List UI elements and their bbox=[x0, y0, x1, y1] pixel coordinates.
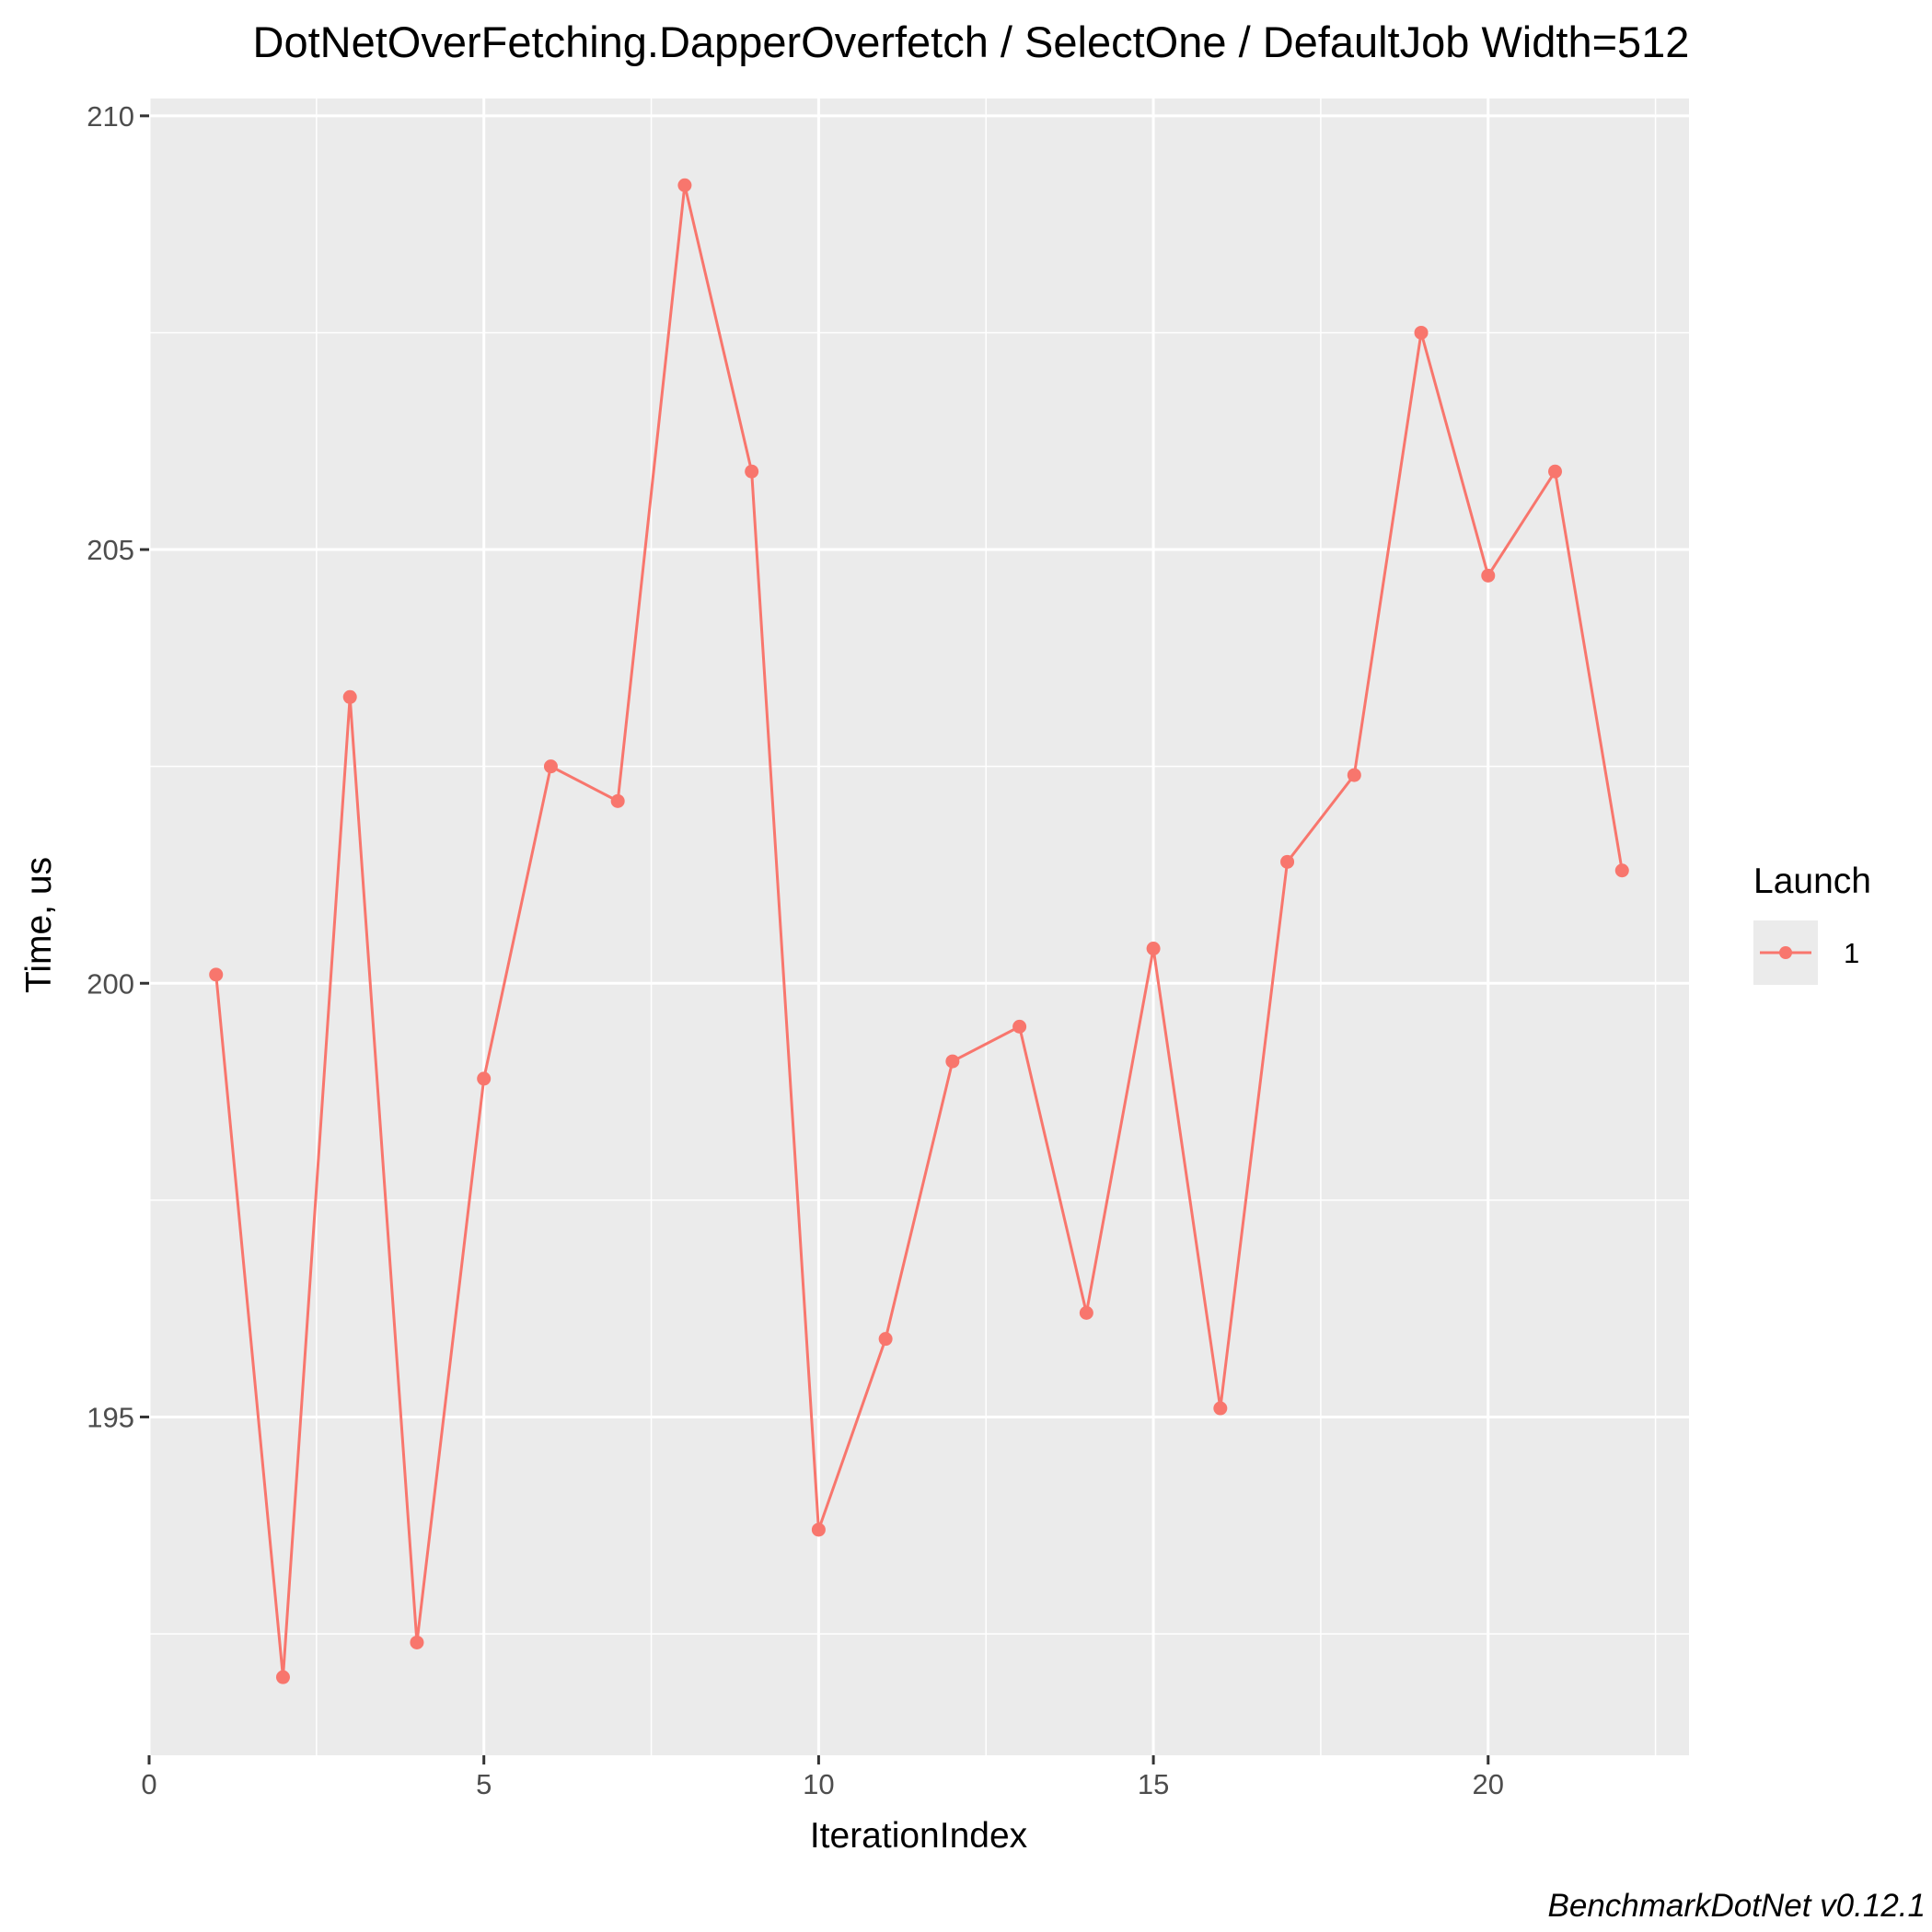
legend-label-1: 1 bbox=[1844, 937, 1859, 969]
x-tick-label: 15 bbox=[1138, 1768, 1169, 1800]
y-tick-label: 195 bbox=[87, 1401, 134, 1433]
data-point bbox=[543, 759, 558, 774]
data-point bbox=[477, 1071, 492, 1086]
y-tick-label: 205 bbox=[87, 534, 134, 566]
data-point bbox=[945, 1054, 960, 1069]
x-tick-label: 5 bbox=[476, 1768, 492, 1800]
x-tick-label: 0 bbox=[141, 1768, 156, 1800]
data-point bbox=[1079, 1305, 1093, 1320]
data-point bbox=[1146, 942, 1161, 956]
data-point bbox=[410, 1635, 424, 1649]
data-point bbox=[1213, 1401, 1228, 1416]
x-tick-label: 20 bbox=[1473, 1768, 1504, 1800]
series-line-1 bbox=[214, 184, 1624, 1678]
chart-caption: BenchmarkDotNet v0.12.1 bbox=[1548, 1888, 1926, 1924]
x-tick-label: 10 bbox=[803, 1768, 834, 1800]
minor-gridlines bbox=[149, 98, 1689, 1755]
y-axis-title: Time, us bbox=[19, 857, 59, 993]
y-tick-label: 210 bbox=[87, 100, 134, 133]
data-point bbox=[1614, 863, 1629, 878]
y-tick-label: 200 bbox=[87, 967, 134, 1000]
x-axis: 0 5 10 15 20 bbox=[141, 1755, 1504, 1800]
legend-key-marker bbox=[1779, 946, 1792, 959]
data-point bbox=[1548, 464, 1563, 479]
y-axis: 195 200 205 210 bbox=[87, 100, 149, 1433]
series-lines bbox=[214, 184, 1624, 1678]
legend: Launch 1 bbox=[1753, 862, 1871, 985]
major-gridlines bbox=[147, 98, 1689, 1755]
data-point bbox=[1012, 1019, 1027, 1034]
data-point bbox=[811, 1522, 826, 1537]
data-point bbox=[878, 1332, 893, 1347]
data-point bbox=[1347, 768, 1361, 782]
data-point bbox=[1280, 854, 1295, 869]
plot-panel bbox=[149, 98, 1689, 1755]
x-axis-title: IterationIndex bbox=[810, 1816, 1028, 1856]
data-point bbox=[610, 793, 625, 808]
data-point bbox=[275, 1670, 290, 1684]
data-point bbox=[677, 178, 692, 192]
data-point bbox=[1481, 568, 1496, 583]
series-points bbox=[209, 178, 1629, 1684]
data-point bbox=[1414, 325, 1429, 340]
data-point bbox=[342, 689, 357, 704]
legend-title: Launch bbox=[1753, 862, 1871, 901]
data-point bbox=[745, 464, 759, 479]
data-point bbox=[209, 967, 224, 982]
chart-title: DotNetOverFetching.DapperOverfetch / Sel… bbox=[253, 17, 1690, 66]
